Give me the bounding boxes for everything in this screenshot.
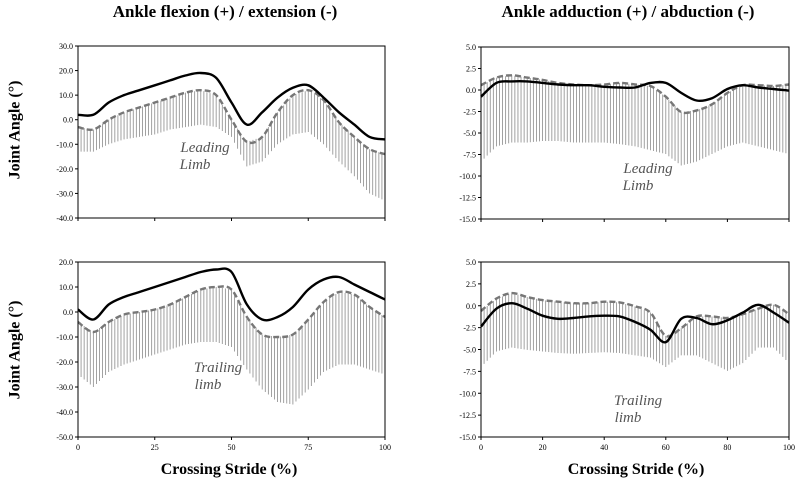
y-tick-label: 0.0 <box>63 308 73 317</box>
series-line-solid <box>77 267 386 322</box>
y-tick-label: -15.0 <box>459 215 476 224</box>
chart-panel-3: 20.0 10.0 0.0 -10.0 -20.0 -30.0 -40.0 -50.00 25 5… <box>7 258 391 478</box>
y-tick-label: -30.0 <box>56 189 73 198</box>
limb-annotation: Leading Limb <box>179 140 231 173</box>
y-tick-label: -10.0 <box>459 172 476 181</box>
y-tick-label: -15.0 <box>459 433 476 442</box>
y-tick-label: 2.5 <box>466 65 476 74</box>
y-tick-label: -7.5 <box>463 367 476 376</box>
y-tick-label: -40.0 <box>56 214 73 223</box>
limb-annotation: Leading Limb <box>622 161 674 194</box>
annotation-line: limb <box>195 377 222 393</box>
y-tick-label: 0.0 <box>63 116 73 125</box>
chart-title: Ankle adduction (+) / abduction (-) <box>502 2 755 21</box>
sd-error-bars <box>480 75 790 166</box>
x-tick-label: 50 <box>228 443 236 452</box>
y-tick-label: 10.0 <box>59 91 73 100</box>
y-tick-label: 20.0 <box>59 258 73 267</box>
y-tick-label: -5.0 <box>463 129 476 138</box>
y-tick-label: -20.0 <box>56 165 73 174</box>
sd-error-bars <box>77 287 386 405</box>
sd-error-bars <box>77 90 386 201</box>
y-tick-label: 10.0 <box>59 283 73 292</box>
annotation-line: limb <box>615 410 642 426</box>
limb-annotation: Trailing limb <box>614 393 663 426</box>
annotation-line: Limb <box>622 178 654 194</box>
chart-panel-2: 5.0 2.5 0.0 -2.5 -5.0 -7.5 -10.0 -12.5 -15.0 Ankl… <box>459 2 790 224</box>
y-tick-label: -30.0 <box>56 383 73 392</box>
series-line-dashed <box>480 291 790 338</box>
x-tick-label: 0 <box>76 443 80 452</box>
x-tick-label: 75 <box>304 443 312 452</box>
chart-panel-1: 30.0 20.0 10.0 0.0 -10.0 -20.0 -30.0 -40.0 Ankle… <box>7 2 386 223</box>
sd-error-bars <box>480 293 790 371</box>
x-tick-label: 0 <box>479 443 483 452</box>
y-tick-label: 2.5 <box>466 280 476 289</box>
x-tick-label: 40 <box>600 443 608 452</box>
series-line-solid <box>480 301 790 344</box>
annotation-line: Leading <box>179 140 230 156</box>
annotation-line: Trailing <box>614 393 663 409</box>
x-tick-label: 60 <box>662 443 670 452</box>
y-tick-label: -12.5 <box>459 194 476 203</box>
chart-title: Ankle flexion (+) / extension (-) <box>113 2 338 21</box>
y-tick-label: -40.0 <box>56 408 73 417</box>
y-tick-label: -2.5 <box>463 108 476 117</box>
x-tick-label: 100 <box>783 443 795 452</box>
y-tick-label: -10.0 <box>56 140 73 149</box>
series-line-solid <box>77 71 386 141</box>
y-tick-label: -2.5 <box>463 324 476 333</box>
y-tick-label: -10.0 <box>56 333 73 342</box>
x-tick-label: 80 <box>723 443 731 452</box>
y-tick-label: -50.0 <box>56 433 73 442</box>
y-tick-label: 20.0 <box>59 67 73 76</box>
y-axis-label: Joint Angle (°) <box>7 81 24 180</box>
annotation-line: Limb <box>179 157 211 173</box>
y-tick-label: 0.0 <box>466 302 476 311</box>
limb-annotation: Trailing limb <box>194 360 243 393</box>
x-tick-label: 20 <box>539 443 547 452</box>
y-tick-label: -20.0 <box>56 358 73 367</box>
x-axis-label: Crossing Stride (%) <box>161 461 298 478</box>
series-line-solid <box>480 79 790 102</box>
x-axis-label: Crossing Stride (%) <box>568 461 705 478</box>
y-tick-label: 0.0 <box>466 86 476 95</box>
x-tick-label: 100 <box>379 443 391 452</box>
y-tick-label: 5.0 <box>466 43 476 52</box>
x-tick-label: 25 <box>151 443 159 452</box>
y-axis-label: Joint Angle (°) <box>7 301 24 400</box>
y-tick-label: -10.0 <box>459 389 476 398</box>
annotation-line: Trailing <box>194 360 243 376</box>
series-line-dashed <box>77 88 386 156</box>
y-tick-label: -12.5 <box>459 411 476 420</box>
series-line-dashed <box>77 285 386 339</box>
y-tick-label: -7.5 <box>463 151 476 160</box>
y-tick-label: 30.0 <box>59 42 73 51</box>
y-tick-label: 5.0 <box>466 258 476 267</box>
annotation-line: Leading <box>622 161 673 177</box>
series-line-dashed <box>480 74 790 115</box>
y-tick-label: -5.0 <box>463 346 476 355</box>
chart-panel-4: 5.0 2.5 0.0 -2.5 -5.0 -7.5 -10.0 -12.5 -15.00 20 4… <box>459 258 795 478</box>
